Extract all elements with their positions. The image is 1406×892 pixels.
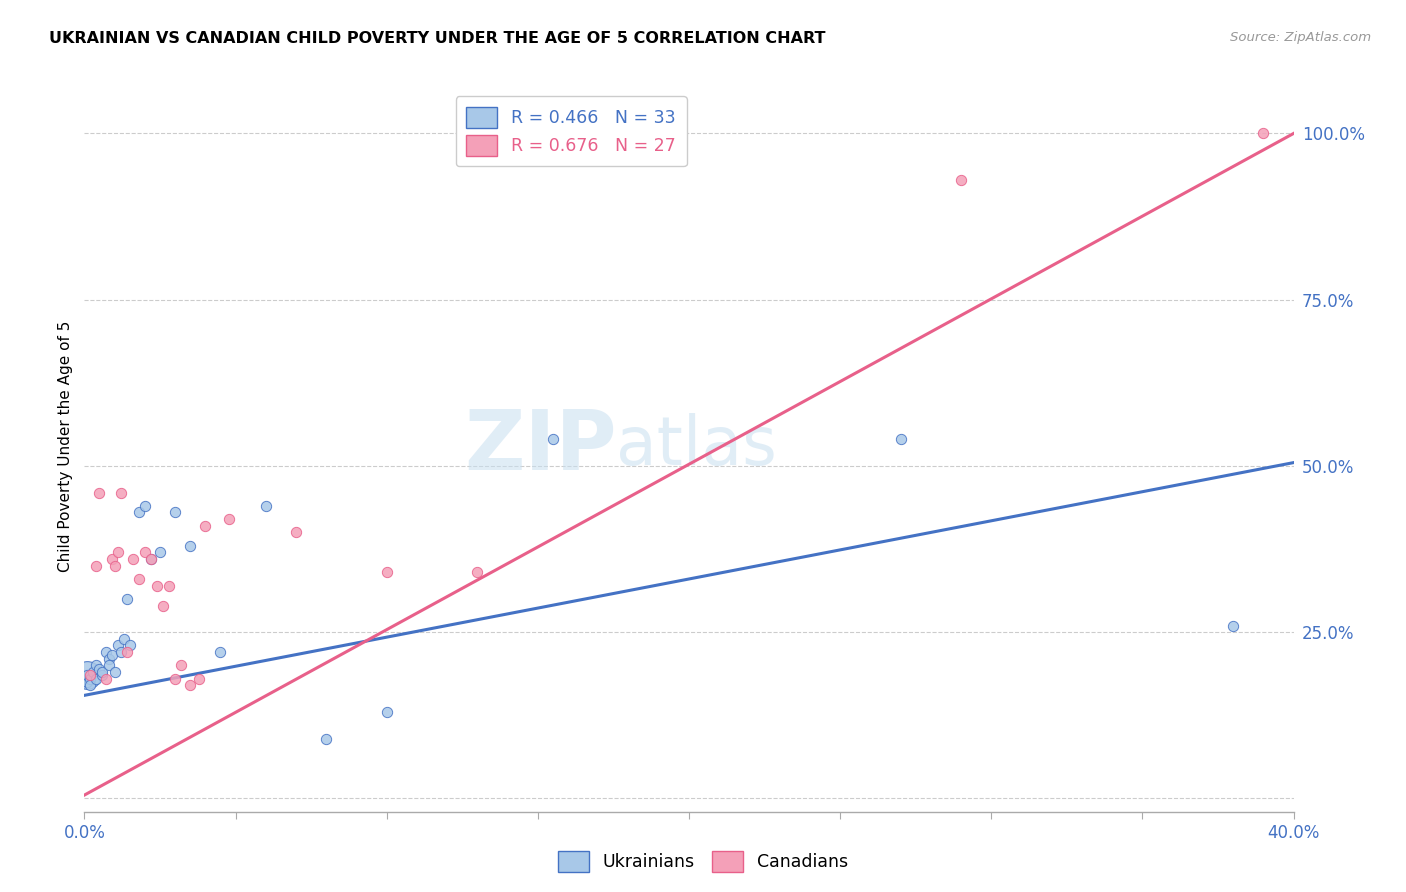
- Text: UKRAINIAN VS CANADIAN CHILD POVERTY UNDER THE AGE OF 5 CORRELATION CHART: UKRAINIAN VS CANADIAN CHILD POVERTY UNDE…: [49, 31, 825, 46]
- Point: [179, 678, 201, 692]
- Point: [139, 552, 162, 566]
- Point: [139, 552, 162, 566]
- Point: [100, 552, 122, 566]
- Point: [375, 566, 398, 580]
- Point: [115, 645, 138, 659]
- Point: [107, 545, 129, 559]
- Point: [91, 665, 114, 679]
- Point: [218, 512, 240, 526]
- Point: [91, 668, 114, 682]
- Point: [375, 705, 398, 719]
- Point: [104, 558, 127, 573]
- Point: [86, 658, 108, 673]
- Point: [165, 506, 187, 520]
- Point: [285, 525, 308, 540]
- Point: [86, 558, 108, 573]
- Point: [128, 506, 150, 520]
- Point: [950, 173, 973, 187]
- Point: [94, 645, 117, 659]
- Point: [115, 591, 138, 606]
- Point: [94, 672, 117, 686]
- Point: [467, 566, 489, 580]
- Point: [315, 731, 337, 746]
- Point: [152, 599, 174, 613]
- Point: [890, 433, 912, 447]
- Legend: Ukrainians, Canadians: Ukrainians, Canadians: [551, 844, 855, 879]
- Point: [128, 572, 150, 586]
- Point: [170, 658, 193, 673]
- Point: [541, 433, 564, 447]
- Point: [179, 539, 201, 553]
- Point: [112, 632, 135, 646]
- Text: ZIP: ZIP: [464, 406, 616, 486]
- Point: [97, 652, 120, 666]
- Point: [100, 648, 122, 663]
- Point: [188, 672, 211, 686]
- Point: [76, 675, 98, 690]
- Point: [118, 639, 141, 653]
- Point: [194, 518, 217, 533]
- Point: [165, 672, 187, 686]
- Point: [104, 665, 127, 679]
- Legend: R = 0.466   N = 33, R = 0.676   N = 27: R = 0.466 N = 33, R = 0.676 N = 27: [456, 96, 686, 167]
- Point: [79, 668, 101, 682]
- Point: [121, 552, 143, 566]
- Point: [209, 645, 232, 659]
- Point: [76, 668, 98, 682]
- Point: [89, 662, 111, 676]
- Point: [254, 499, 277, 513]
- Point: [1222, 618, 1244, 632]
- Point: [1253, 127, 1275, 141]
- Point: [79, 672, 101, 686]
- Point: [89, 485, 111, 500]
- Point: [134, 545, 156, 559]
- Point: [86, 672, 108, 686]
- Point: [79, 678, 101, 692]
- Point: [76, 668, 98, 682]
- Y-axis label: Child Poverty Under the Age of 5: Child Poverty Under the Age of 5: [58, 320, 73, 572]
- Text: Source: ZipAtlas.com: Source: ZipAtlas.com: [1230, 31, 1371, 45]
- Point: [134, 499, 156, 513]
- Point: [82, 665, 104, 679]
- Point: [97, 658, 120, 673]
- Point: [157, 579, 180, 593]
- Point: [110, 645, 132, 659]
- Point: [149, 545, 172, 559]
- Point: [146, 579, 169, 593]
- Point: [110, 485, 132, 500]
- Point: [107, 639, 129, 653]
- Text: atlas: atlas: [616, 413, 778, 479]
